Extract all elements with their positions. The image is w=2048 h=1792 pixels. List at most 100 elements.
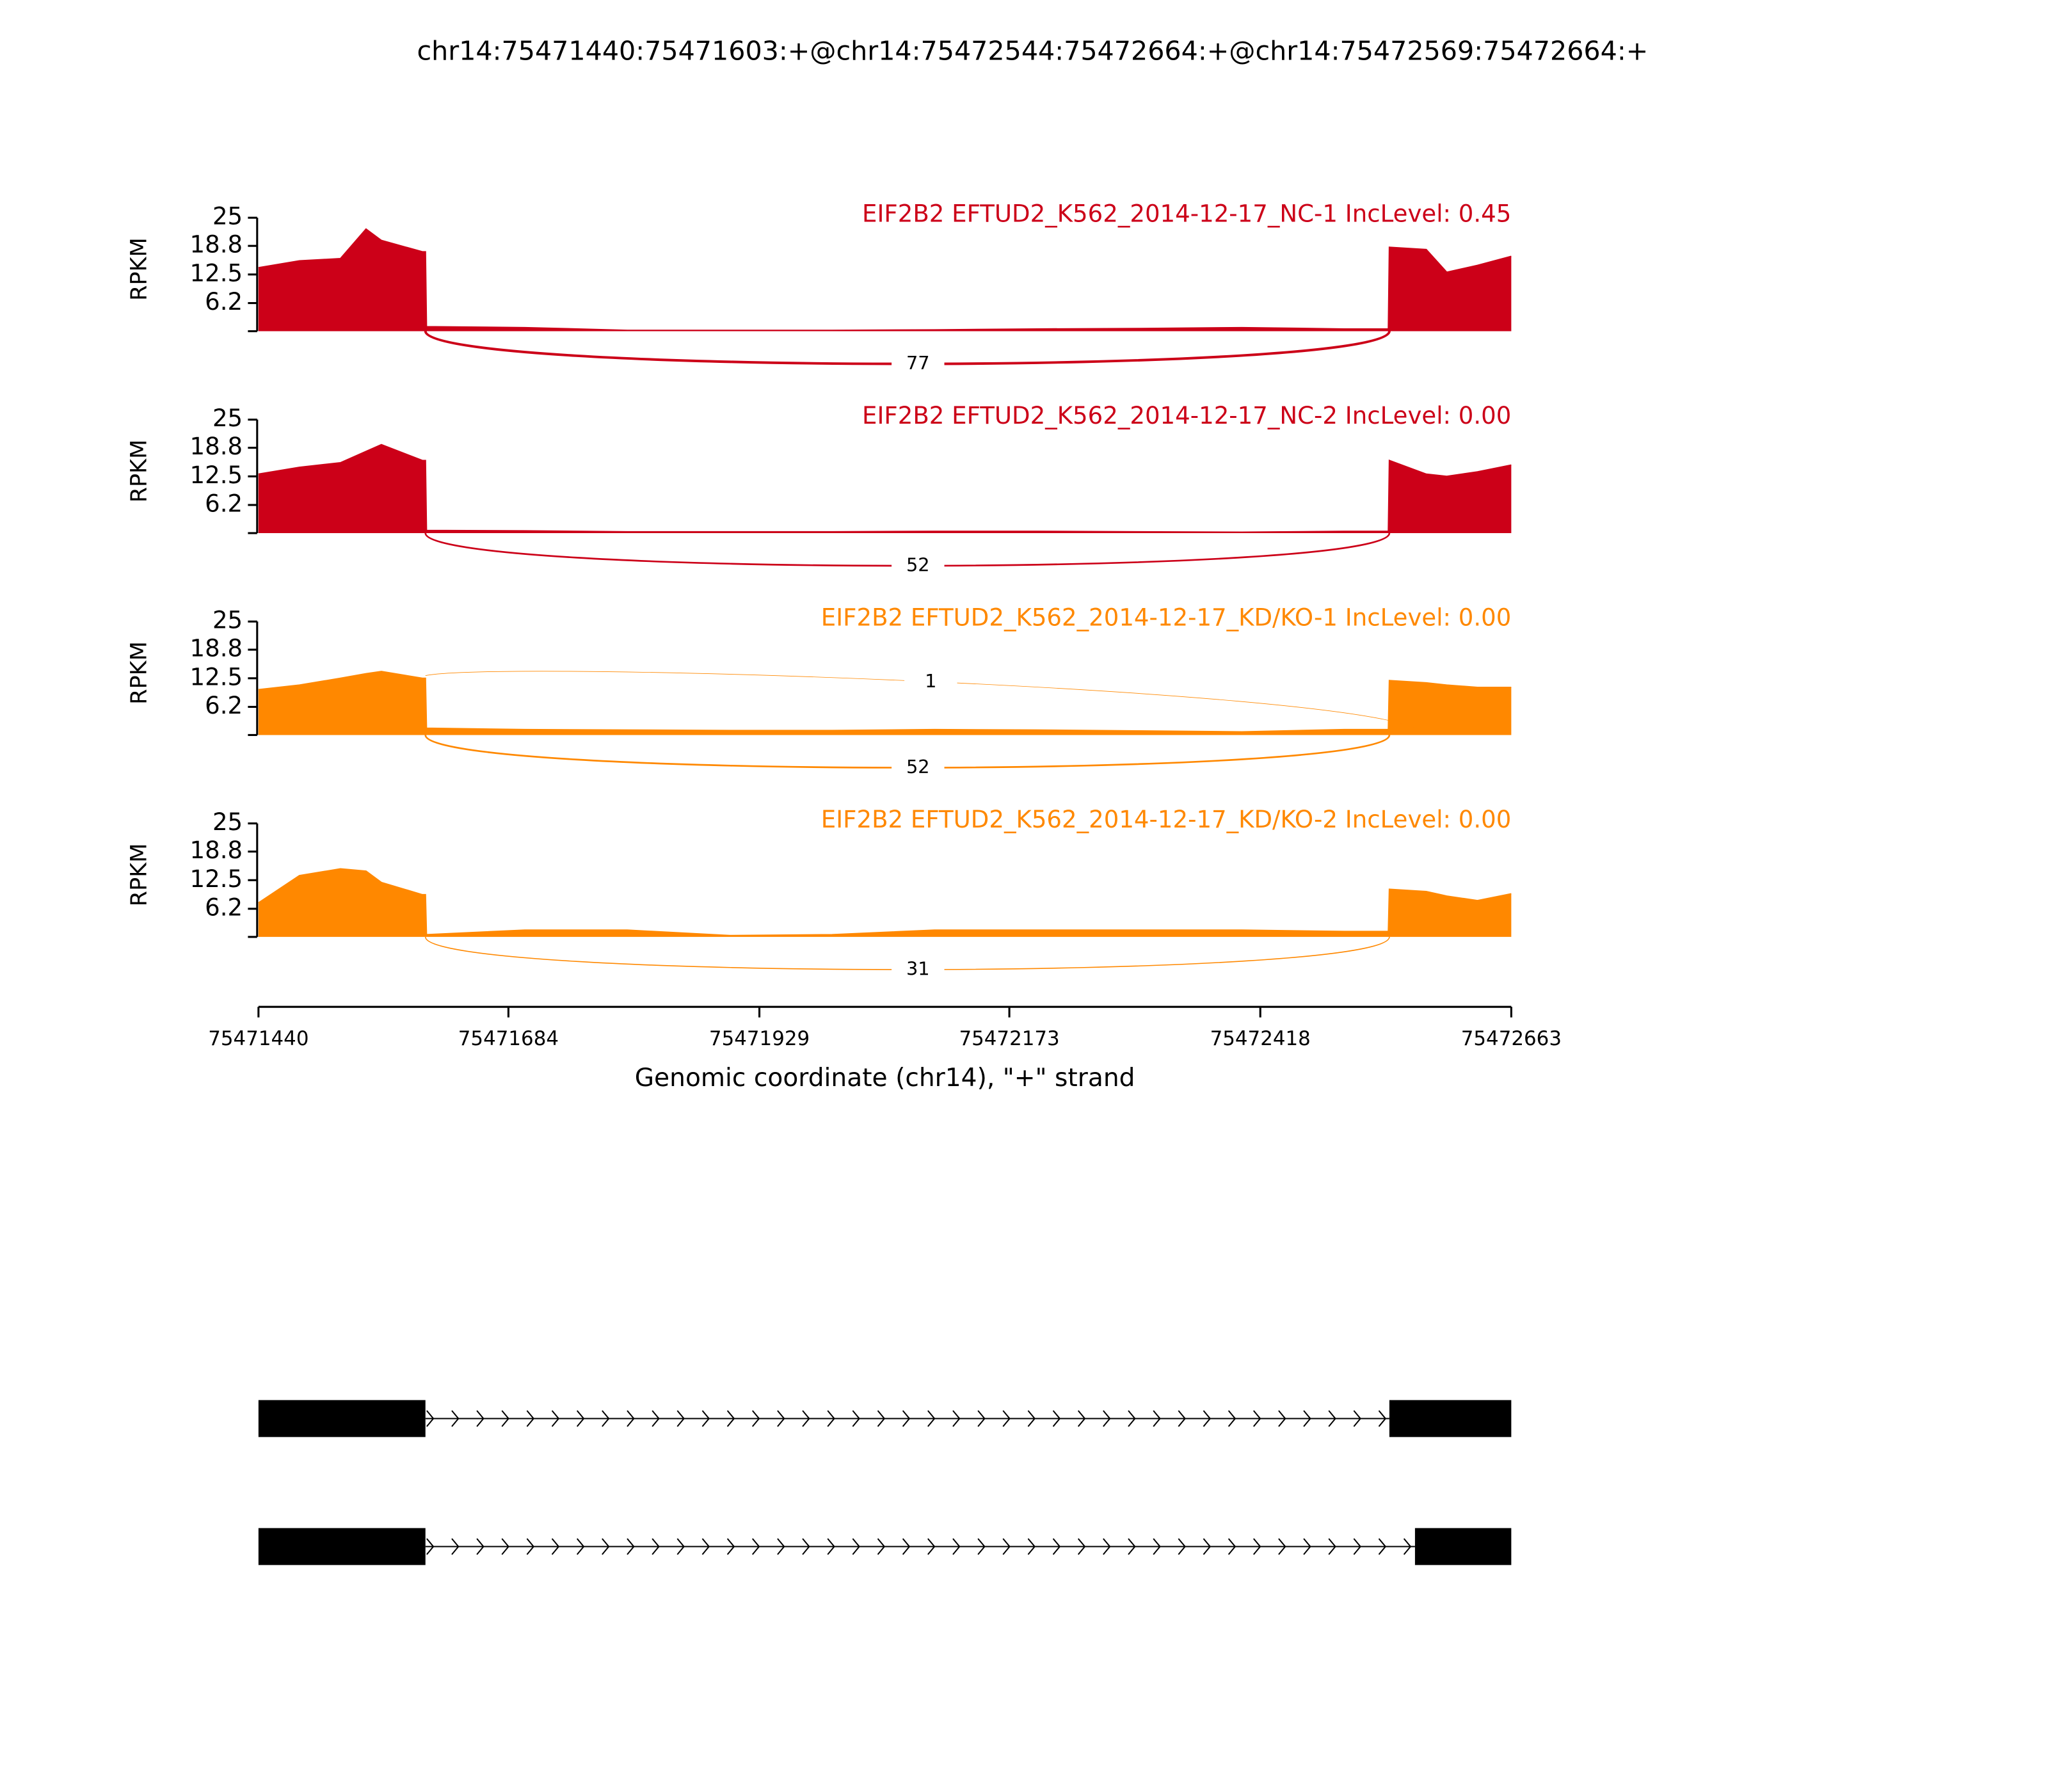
y-tick-label: 6.2 — [205, 692, 243, 719]
coverage-line — [258, 671, 1512, 733]
strand-arrow — [1278, 1538, 1286, 1555]
strand-arrow — [977, 1410, 986, 1427]
strand-arrow — [902, 1410, 911, 1427]
coverage-fill — [258, 671, 1512, 735]
strand-arrow — [426, 1538, 435, 1555]
y-tick-label: 6.2 — [205, 490, 243, 518]
strand-arrow — [1353, 1538, 1362, 1555]
strand-arrow — [1328, 1538, 1336, 1555]
strand-arrow — [777, 1410, 785, 1427]
strand-arrow — [451, 1538, 460, 1555]
strand-arrow — [451, 1410, 460, 1427]
strand-arrow — [827, 1538, 835, 1555]
strand-arrow — [1378, 1538, 1387, 1555]
coverage-fill — [258, 444, 1512, 533]
strand-arrow — [977, 1538, 986, 1555]
junction-label: 77 — [906, 352, 930, 374]
chart-title: chr14:75471440:75471603:+@chr14:75472544… — [417, 35, 1649, 66]
coverage-line — [258, 868, 1512, 936]
strand-arrow — [1153, 1410, 1161, 1427]
y-tick-label: 6.2 — [205, 893, 243, 921]
y-tick-label: 12.5 — [190, 259, 243, 287]
junction-label-bg — [892, 352, 945, 376]
strand-arrow — [501, 1410, 509, 1427]
junction-label: 52 — [906, 554, 930, 576]
y-tick-label: 12.5 — [190, 865, 243, 893]
strand-arrow — [902, 1538, 911, 1555]
exon — [1389, 1400, 1512, 1437]
strand-arrow — [526, 1410, 535, 1427]
strand-arrow — [1378, 1410, 1387, 1427]
strand-arrow — [802, 1538, 810, 1555]
strand-arrow — [676, 1538, 685, 1555]
strand-arrow — [751, 1538, 760, 1555]
y-axis-label: RPKM — [125, 844, 152, 907]
junction-label: 52 — [906, 756, 930, 778]
junction-label-bg — [892, 554, 945, 579]
strand-arrow — [1228, 1410, 1236, 1427]
strand-arrow — [1027, 1538, 1036, 1555]
y-tick-label: 18.8 — [190, 635, 243, 662]
strand-arrow — [676, 1410, 685, 1427]
strand-arrow — [1252, 1538, 1261, 1555]
strand-arrow — [827, 1410, 835, 1427]
strand-arrow — [701, 1410, 710, 1427]
x-tick-label: 75472663 — [1461, 1027, 1562, 1050]
strand-arrow — [1353, 1410, 1362, 1427]
y-tick-label: 25 — [212, 808, 243, 836]
strand-arrow — [1077, 1538, 1086, 1555]
strand-arrow — [426, 1410, 435, 1427]
y-tick-label: 12.5 — [190, 663, 243, 691]
strand-arrow — [476, 1538, 484, 1555]
strand-arrow — [1403, 1538, 1412, 1555]
strand-arrow — [652, 1538, 660, 1555]
strand-arrow — [1002, 1410, 1011, 1427]
strand-arrow — [927, 1538, 936, 1555]
strand-arrow — [852, 1538, 861, 1555]
strand-arrow — [877, 1538, 886, 1555]
strand-arrow — [1128, 1538, 1136, 1555]
strand-arrow — [726, 1410, 735, 1427]
strand-arrow — [1303, 1538, 1311, 1555]
x-tick-label: 75471684 — [458, 1027, 559, 1050]
y-axis-label: RPKM — [125, 641, 152, 705]
strand-arrow — [576, 1410, 585, 1427]
strand-arrow — [1103, 1538, 1111, 1555]
strand-arrow — [852, 1410, 861, 1427]
strand-arrow — [1052, 1538, 1061, 1555]
strand-arrow — [1027, 1410, 1036, 1427]
strand-arrow — [627, 1538, 635, 1555]
junction-label-bg — [892, 756, 945, 780]
panel-title: EIF2B2 EFTUD2_K562_2014-12-17_NC-1 IncLe… — [862, 200, 1511, 228]
strand-arrow — [927, 1410, 936, 1427]
strand-arrow — [1103, 1410, 1111, 1427]
junction-label-bg — [892, 957, 945, 982]
coverage-line — [258, 228, 1512, 332]
y-tick-label: 25 — [212, 203, 243, 230]
strand-arrow — [627, 1410, 635, 1427]
strand-arrow — [1002, 1538, 1011, 1555]
coverage-fill — [258, 228, 1512, 332]
strand-arrow — [701, 1538, 710, 1555]
y-tick-label: 12.5 — [190, 461, 243, 489]
panel-title: EIF2B2 EFTUD2_K562_2014-12-17_KD/KO-1 In… — [821, 604, 1512, 632]
strand-arrow — [551, 1538, 560, 1555]
strand-arrow — [777, 1538, 785, 1555]
strand-arrow — [1153, 1538, 1161, 1555]
junction-label: 31 — [906, 957, 930, 979]
strand-arrow — [1228, 1538, 1236, 1555]
panel-title: EIF2B2 EFTUD2_K562_2014-12-17_NC-2 IncLe… — [862, 402, 1511, 429]
x-axis-label: Genomic coordinate (chr14), "+" strand — [635, 1064, 1135, 1092]
junction-label-bg — [904, 670, 957, 694]
strand-arrow — [652, 1410, 660, 1427]
strand-arrow — [751, 1410, 760, 1427]
x-tick-label: 75472173 — [959, 1027, 1059, 1050]
y-tick-label: 25 — [212, 607, 243, 634]
strand-arrow — [1328, 1410, 1336, 1427]
strand-arrow — [726, 1538, 735, 1555]
strand-arrow — [802, 1410, 810, 1427]
strand-arrow — [476, 1410, 484, 1427]
strand-arrow — [952, 1538, 961, 1555]
coverage-fill — [258, 868, 1512, 937]
